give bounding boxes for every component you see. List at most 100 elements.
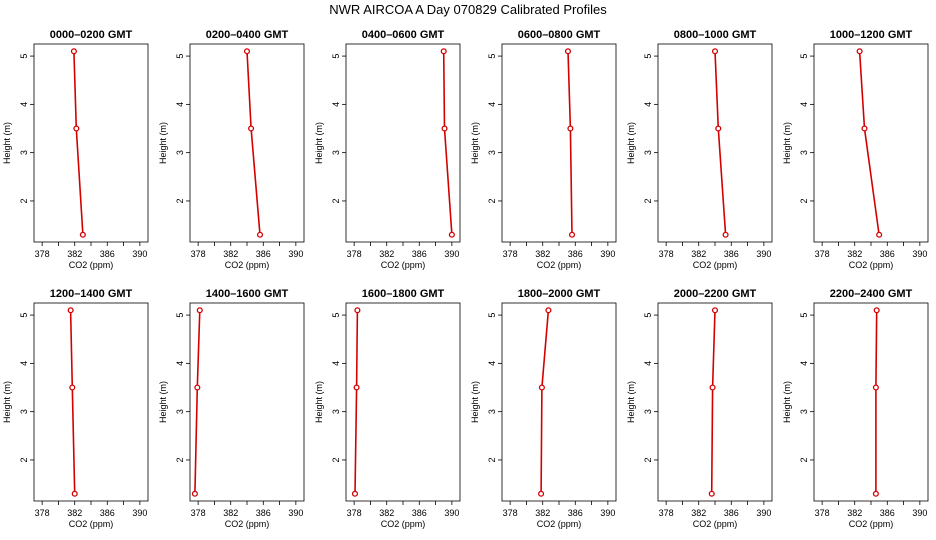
x-axis-label: CO2 (ppm) (225, 519, 270, 529)
x-tick-label: 390 (288, 508, 303, 518)
x-axis-label: CO2 (ppm) (537, 260, 582, 270)
x-tick-label: 378 (503, 249, 518, 259)
x-tick-label: 382 (379, 249, 394, 259)
data-point (441, 125, 448, 132)
x-tick-label: 386 (412, 508, 427, 518)
data-point (722, 231, 729, 238)
x-tick-label: 378 (35, 508, 50, 518)
y-tick-label: 5 (643, 313, 653, 318)
data-point (351, 490, 359, 497)
x-tick-label: 378 (35, 249, 50, 259)
y-tick-label: 3 (175, 150, 185, 155)
x-tick-label: 390 (600, 508, 615, 518)
profile-line (875, 310, 878, 494)
y-tick-label: 5 (487, 313, 497, 318)
x-axis-label: CO2 (ppm) (69, 519, 114, 529)
x-tick-label: 390 (600, 249, 615, 259)
x-tick-label: 386 (568, 508, 583, 518)
profile-line (442, 51, 453, 235)
data-point (256, 231, 264, 238)
data-point (872, 490, 879, 497)
y-tick-label: 5 (19, 54, 29, 59)
y-tick-label: 3 (487, 150, 497, 155)
profile-panel: 1600–1800 GMT 378 382 386 390 2 3 4 5 CO2 (ppm) He… (314, 288, 461, 529)
profile-line (858, 51, 880, 235)
y-axis-label: Height (m) (158, 381, 168, 423)
x-tick-label: 382 (379, 508, 394, 518)
profile-panel: 1800–2000 GMT 378 382 386 390 2 3 4 5 CO2 (ppm) He… (470, 288, 617, 529)
profile-panel: 0600–0800 GMT 378 382 386 390 2 3 4 5 CO2 (ppm) He… (470, 29, 617, 270)
y-tick-label: 5 (331, 313, 341, 318)
data-point (71, 490, 78, 497)
data-point (194, 384, 201, 391)
x-tick-label: 390 (756, 508, 771, 518)
y-tick-label: 4 (643, 102, 653, 107)
y-axis-label: Height (m) (2, 381, 12, 423)
plot-frame (813, 43, 929, 243)
data-point (67, 307, 74, 314)
data-point (79, 231, 86, 238)
y-tick-label: 5 (487, 54, 497, 59)
plot-frame (189, 302, 305, 502)
x-tick-label: 382 (67, 508, 82, 518)
x-tick-label: 382 (223, 508, 238, 518)
y-tick-label: 5 (175, 54, 185, 59)
profile-panel: 0200–0400 GMT 378 382 386 390 2 3 4 5 CO2 (ppm) He… (158, 29, 305, 270)
x-tick-label: 390 (132, 249, 147, 259)
x-axis-label: CO2 (ppm) (69, 260, 114, 270)
data-point (448, 231, 455, 238)
y-tick-label: 5 (175, 313, 185, 318)
y-tick-label: 3 (331, 150, 341, 155)
profile-line (73, 51, 84, 235)
plot-frame (33, 43, 149, 243)
x-tick-label: 382 (691, 249, 706, 259)
x-tick-label: 386 (568, 249, 583, 259)
profile-panel: 0000–0200 GMT 378 382 386 390 2 3 4 5 CO2 (ppm) He… (2, 29, 149, 270)
data-point (73, 125, 80, 132)
x-tick-label: 378 (815, 508, 830, 518)
profile-line (540, 310, 550, 494)
x-tick-label: 386 (880, 249, 895, 259)
y-axis-label: Height (m) (314, 122, 324, 164)
profile-panel: 0800–1000 GMT 378 382 386 390 2 3 4 5 CO2 (ppm) He… (626, 29, 773, 270)
y-axis-label: Height (m) (782, 381, 792, 423)
x-tick-label: 378 (659, 249, 674, 259)
data-point (353, 384, 360, 391)
profile-line (69, 310, 76, 494)
panel-title: 1000–1200 GMT (830, 29, 913, 41)
y-axis-label: Height (m) (314, 381, 324, 423)
data-point (711, 48, 719, 55)
data-point (856, 48, 863, 55)
x-axis-label: CO2 (ppm) (849, 260, 894, 270)
profile-line (194, 310, 201, 494)
x-axis-label: CO2 (ppm) (381, 519, 426, 529)
x-axis-label: CO2 (ppm) (225, 260, 270, 270)
x-tick-label: 378 (503, 508, 518, 518)
y-axis-label: Height (m) (782, 122, 792, 164)
data-point (873, 307, 880, 314)
y-tick-label: 4 (799, 361, 809, 366)
profile-line (714, 51, 727, 235)
data-point (568, 231, 576, 238)
x-tick-label: 378 (659, 508, 674, 518)
panel-grid: 0000–0200 GMT 378 382 386 390 2 3 4 5 CO2 (ppm) He… (2, 29, 929, 529)
y-axis-label: Height (m) (626, 122, 636, 164)
y-tick-label: 2 (175, 198, 185, 203)
x-tick-label: 378 (815, 249, 830, 259)
data-point (248, 125, 255, 132)
panel-title: 1800–2000 GMT (518, 288, 601, 300)
panel-title: 2200–2400 GMT (830, 288, 913, 300)
panel-title: 0000–0200 GMT (50, 29, 133, 41)
panel-title: 0800–1000 GMT (674, 29, 757, 41)
x-tick-label: 386 (100, 508, 115, 518)
x-tick-label: 390 (132, 508, 147, 518)
x-tick-label: 378 (191, 249, 206, 259)
panel-title: 0200–0400 GMT (206, 29, 289, 41)
y-tick-label: 4 (643, 361, 653, 366)
y-tick-label: 2 (175, 457, 185, 462)
data-point (538, 384, 545, 391)
profile-line (246, 51, 261, 235)
panel-title: 2000–2200 GMT (674, 288, 757, 300)
panel-title: 1200–1400 GMT (50, 288, 133, 300)
x-tick-label: 382 (67, 249, 82, 259)
